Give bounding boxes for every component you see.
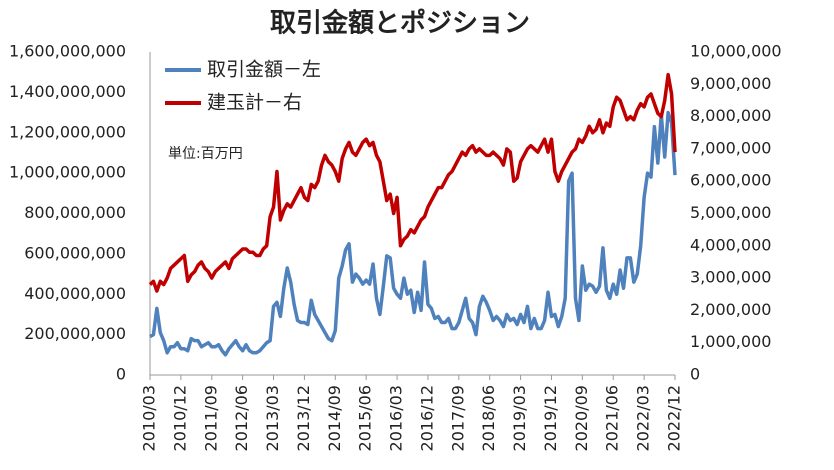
x-tick-label: 2012/06 [232,385,251,451]
annotation: 単位:百万円 [168,146,243,162]
series-line [149,110,677,357]
y-tick-label: 2,000,000 [690,300,771,319]
x-tick-label: 2019/12 [541,385,560,451]
y-tick-label: 0 [116,365,126,384]
y-tick-label: 600,000,000 [24,243,126,262]
y-tick-label: 9,000,000 [690,74,771,93]
y-tick-label: 200,000,000 [24,324,126,343]
y-tick-label: 400,000,000 [24,284,126,303]
x-tick-label: 2013/03 [263,385,282,451]
x-tick-label: 2010/03 [140,385,159,451]
x-tick-label: 2011/09 [201,385,220,451]
x-tick-label: 2017/09 [448,385,467,451]
x-tick-label: 2016/12 [417,385,436,451]
chart-title: 取引金額とポジション [270,8,530,39]
y-tick-label: 5,000,000 [690,203,771,222]
x-tick-label: 2014/09 [325,385,344,451]
y-tick-label: 1,400,000,000 [9,82,126,101]
y-tick-label: 8,000,000 [690,106,771,125]
y-tick-label: 1,000,000,000 [9,163,126,182]
x-tick-label: 2016/03 [387,385,406,451]
legend-label: 建玉計－右 [207,92,302,114]
legend-label: 取引金額－左 [207,59,321,81]
x-tick-label: 2021/06 [603,385,622,451]
y-tick-label: 10,000,000 [690,42,782,61]
y-tick-label: 6,000,000 [690,171,771,190]
x-tick-label: 2020/09 [572,385,591,451]
y-tick-label: 1,600,000,000 [9,42,126,61]
y-tick-label: 3,000,000 [690,268,771,287]
series-line [148,72,677,293]
x-tick-label: 2019/03 [510,385,529,451]
y-tick-label: 1,000,000 [690,332,771,351]
x-tick-label: 2013/12 [294,385,313,451]
y-tick-label: 4,000,000 [690,235,771,254]
x-tick-label: 2015/06 [356,385,375,451]
x-tick-label: 2022/12 [665,385,684,451]
x-tick-label: 2010/12 [170,385,189,451]
x-tick-label: 2022/03 [634,385,653,451]
x-tick-label: 2018/06 [479,385,498,451]
y-tick-label: 1,200,000,000 [9,122,126,141]
y-tick-label: 0 [690,365,700,384]
y-tick-label: 7,000,000 [690,138,771,157]
y-tick-label: 800,000,000 [24,203,126,222]
